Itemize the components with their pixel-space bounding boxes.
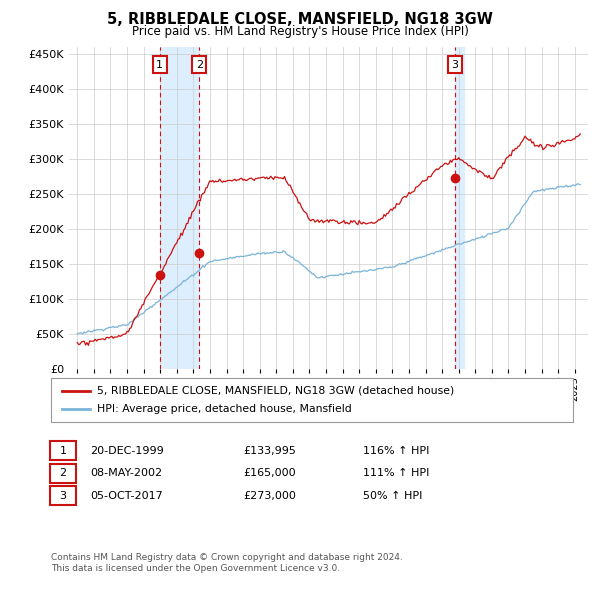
Text: 2: 2 [196, 60, 203, 70]
Text: 111% ↑ HPI: 111% ↑ HPI [363, 468, 430, 478]
Text: 08-MAY-2002: 08-MAY-2002 [90, 468, 162, 478]
Text: 116% ↑ HPI: 116% ↑ HPI [363, 446, 430, 455]
Text: 50% ↑ HPI: 50% ↑ HPI [363, 491, 422, 500]
Text: 5, RIBBLEDALE CLOSE, MANSFIELD, NG18 3GW: 5, RIBBLEDALE CLOSE, MANSFIELD, NG18 3GW [107, 12, 493, 27]
Bar [455, 47, 464, 369]
Text: 3: 3 [451, 60, 458, 70]
Text: This data is licensed under the Open Government Licence v3.0.: This data is licensed under the Open Gov… [51, 565, 340, 573]
Text: HPI: Average price, detached house, Mansfield: HPI: Average price, detached house, Mans… [97, 405, 352, 414]
Text: 1: 1 [156, 60, 163, 70]
Bar [160, 47, 199, 369]
Text: £273,000: £273,000 [243, 491, 296, 500]
Text: Contains HM Land Registry data © Crown copyright and database right 2024.: Contains HM Land Registry data © Crown c… [51, 553, 403, 562]
Text: 2: 2 [59, 468, 67, 478]
Text: 1: 1 [59, 446, 67, 455]
Text: 20-DEC-1999: 20-DEC-1999 [90, 446, 164, 455]
Text: 05-OCT-2017: 05-OCT-2017 [90, 491, 163, 500]
Text: 3: 3 [59, 491, 67, 500]
Text: £165,000: £165,000 [243, 468, 296, 478]
Text: £133,995: £133,995 [243, 446, 296, 455]
Text: 5, RIBBLEDALE CLOSE, MANSFIELD, NG18 3GW (detached house): 5, RIBBLEDALE CLOSE, MANSFIELD, NG18 3GW… [97, 386, 454, 396]
Text: Price paid vs. HM Land Registry's House Price Index (HPI): Price paid vs. HM Land Registry's House … [131, 25, 469, 38]
